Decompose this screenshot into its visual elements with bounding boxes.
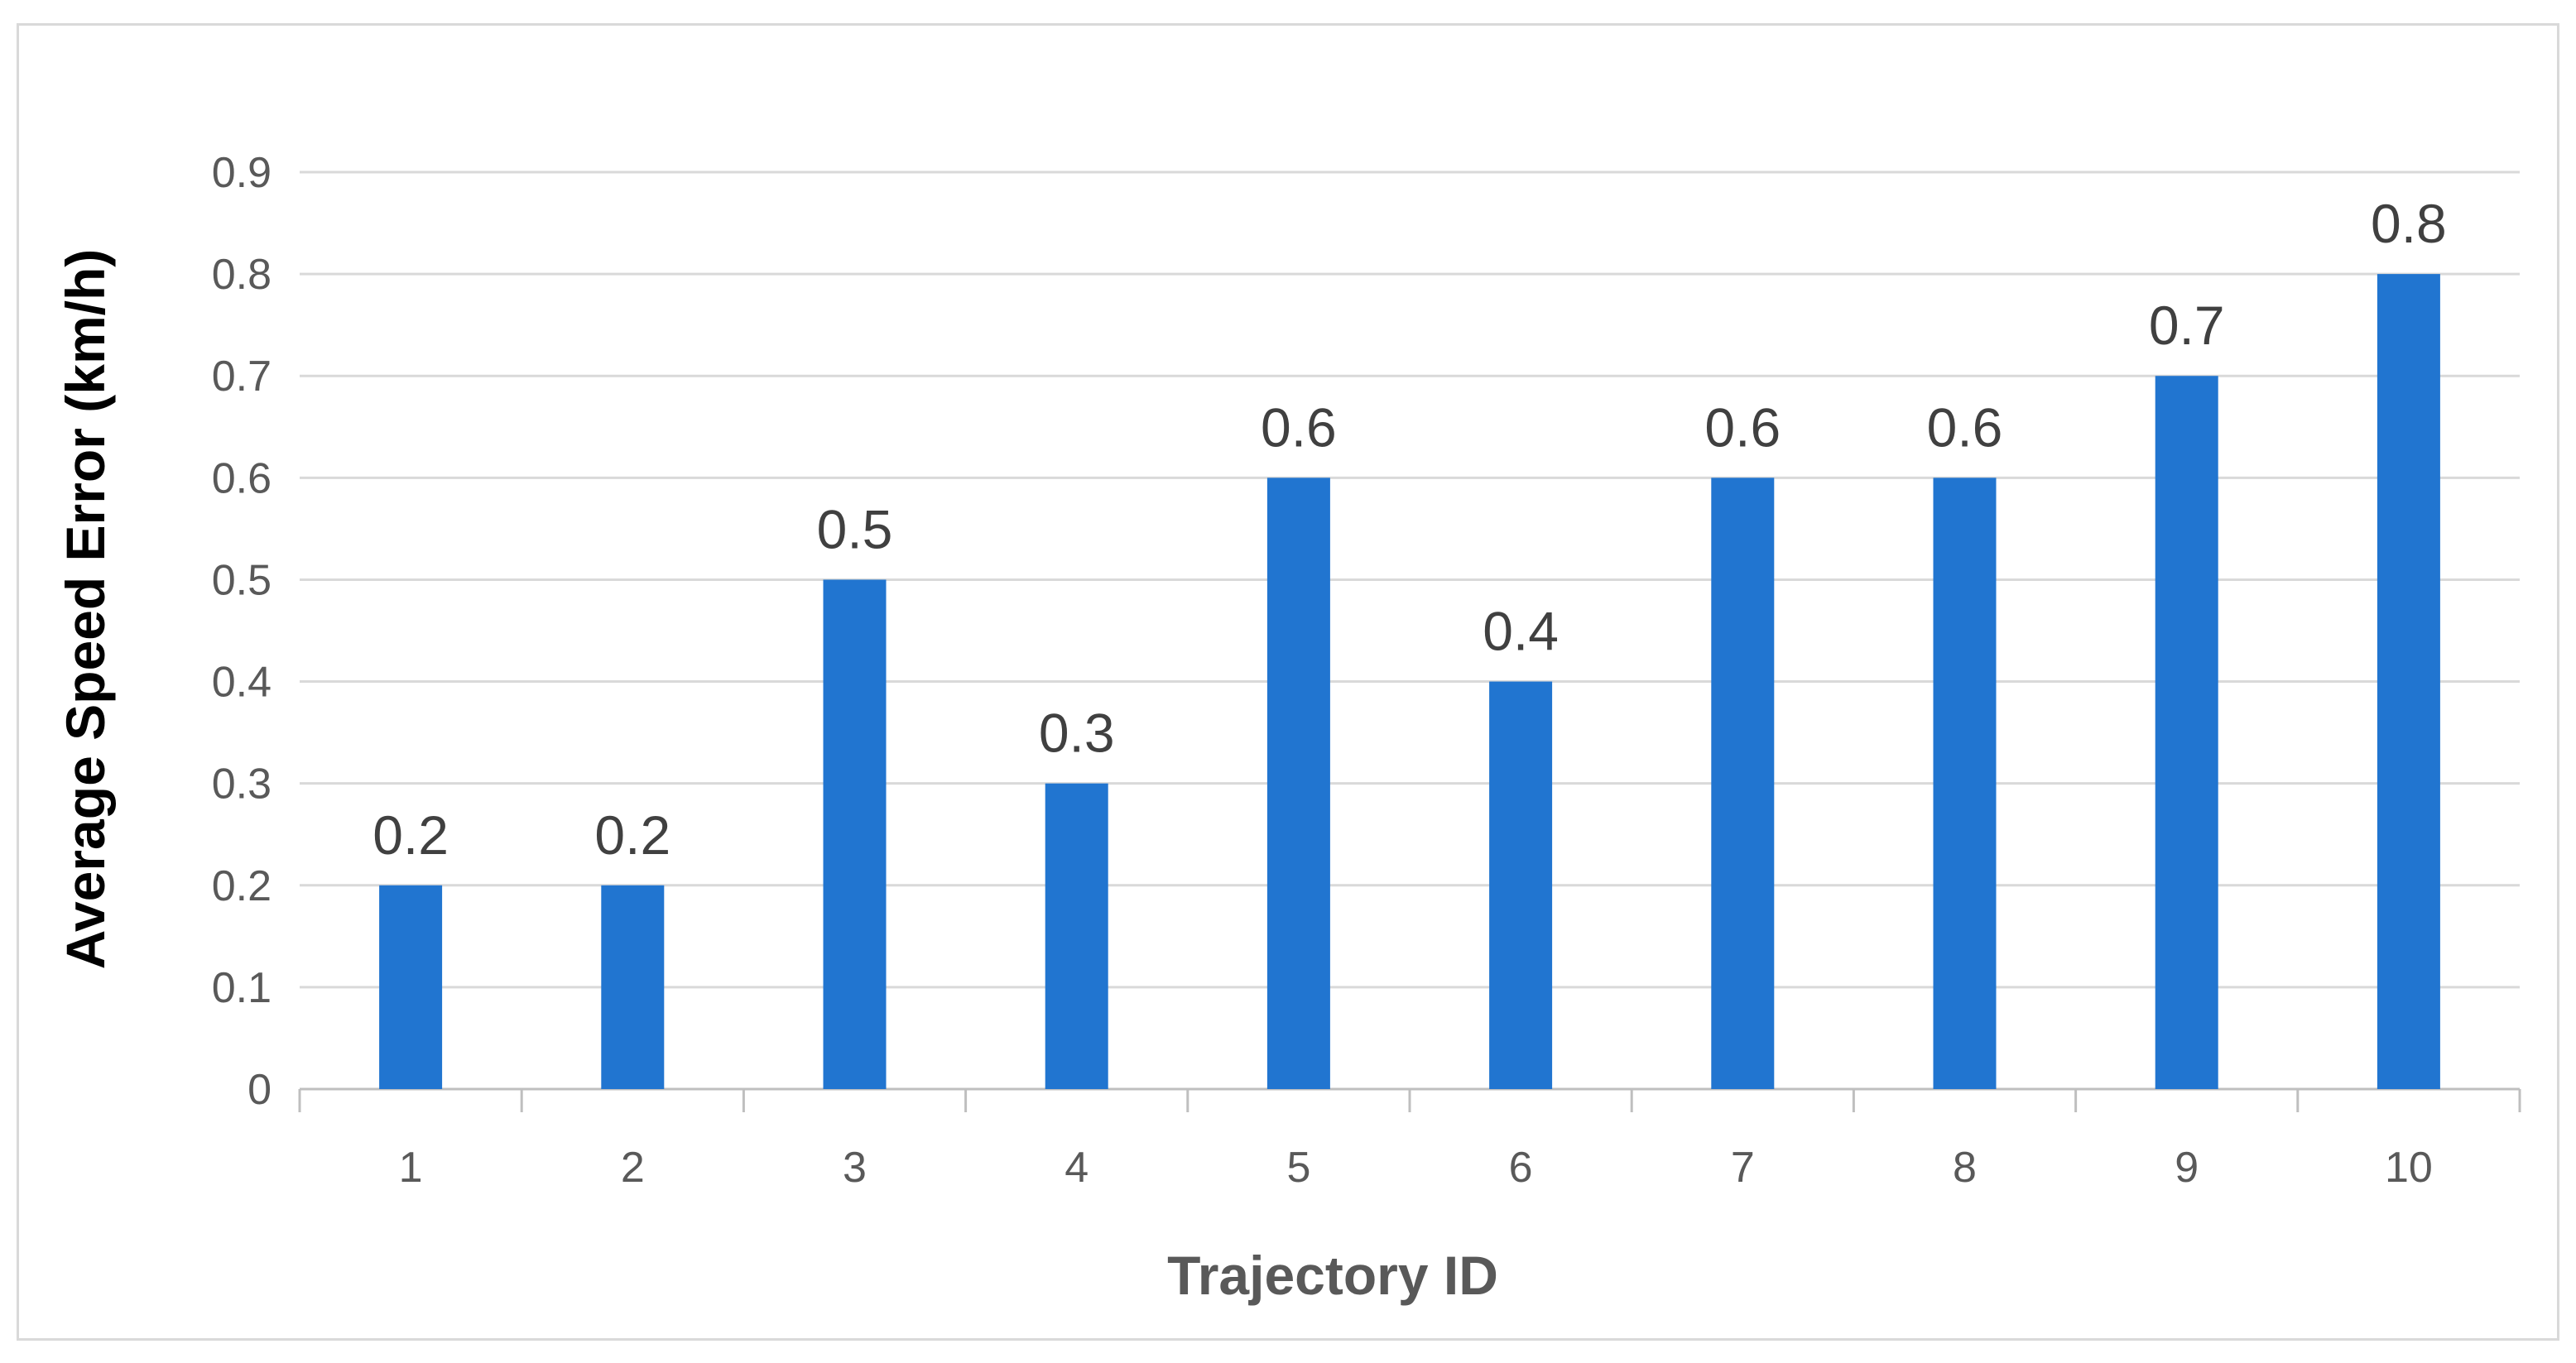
x-tick-label: 9 — [2175, 1144, 2199, 1192]
data-label: 0.6 — [1261, 396, 1337, 458]
bar — [1711, 478, 1775, 1089]
y-tick-label: 0.8 — [212, 251, 272, 299]
y-tick-label: 0.7 — [212, 353, 272, 401]
data-label: 0.5 — [817, 498, 893, 559]
x-tick-label: 5 — [1286, 1144, 1310, 1192]
y-tick-label: 0.3 — [212, 761, 272, 809]
data-labels: 0.2 0.2 0.5 0.3 0.6 0.4 0.6 0.6 0.7 0.8 — [372, 193, 2447, 866]
bar — [823, 579, 887, 1089]
gridlines — [300, 170, 2520, 989]
data-label: 0.3 — [1039, 703, 1115, 764]
y-tick-label: 0 — [248, 1066, 272, 1114]
data-label: 0.6 — [1927, 396, 2003, 458]
bar — [1933, 478, 1997, 1089]
bar — [1489, 681, 1553, 1089]
x-tick-label: 7 — [1731, 1144, 1755, 1192]
y-tick-label: 0.6 — [212, 454, 272, 502]
y-tick-label: 0.5 — [212, 556, 272, 604]
bar — [1266, 478, 1330, 1089]
bars — [379, 274, 2440, 1090]
y-tick-label: 0.9 — [212, 149, 272, 197]
bar — [1045, 783, 1108, 1089]
y-tick-label: 0.4 — [212, 659, 272, 707]
x-tick-marks — [298, 1089, 2521, 1112]
data-label: 0.4 — [1483, 601, 1559, 662]
data-label: 0.7 — [2149, 295, 2225, 356]
x-tick-label: 6 — [1509, 1144, 1533, 1192]
bar — [601, 885, 665, 1089]
x-axis-title: Trajectory ID — [1167, 1245, 1498, 1306]
x-tick-label: 4 — [1065, 1144, 1089, 1192]
data-label: 0.8 — [2371, 193, 2447, 254]
x-tick-label: 8 — [1953, 1144, 1977, 1192]
bar — [2377, 274, 2440, 1090]
y-tick-labels: 0 0.1 0.2 0.3 0.4 0.5 0.6 0.7 0.8 0.9 — [212, 149, 272, 1114]
x-tick-labels: 1 2 3 4 5 6 7 8 9 10 — [399, 1144, 2433, 1192]
x-tick-label: 10 — [2385, 1144, 2433, 1192]
y-tick-label: 0.1 — [212, 964, 272, 1012]
x-tick-label: 2 — [621, 1144, 645, 1192]
bar — [2155, 376, 2218, 1089]
data-label: 0.6 — [1704, 396, 1781, 458]
data-label: 0.2 — [594, 804, 670, 866]
x-tick-label: 3 — [843, 1144, 867, 1192]
y-axis-title: Average Speed Error (km/h) — [55, 249, 116, 970]
bar — [379, 885, 443, 1089]
x-tick-label: 1 — [399, 1144, 423, 1192]
data-label: 0.2 — [372, 804, 449, 866]
y-tick-label: 0.2 — [212, 862, 272, 910]
